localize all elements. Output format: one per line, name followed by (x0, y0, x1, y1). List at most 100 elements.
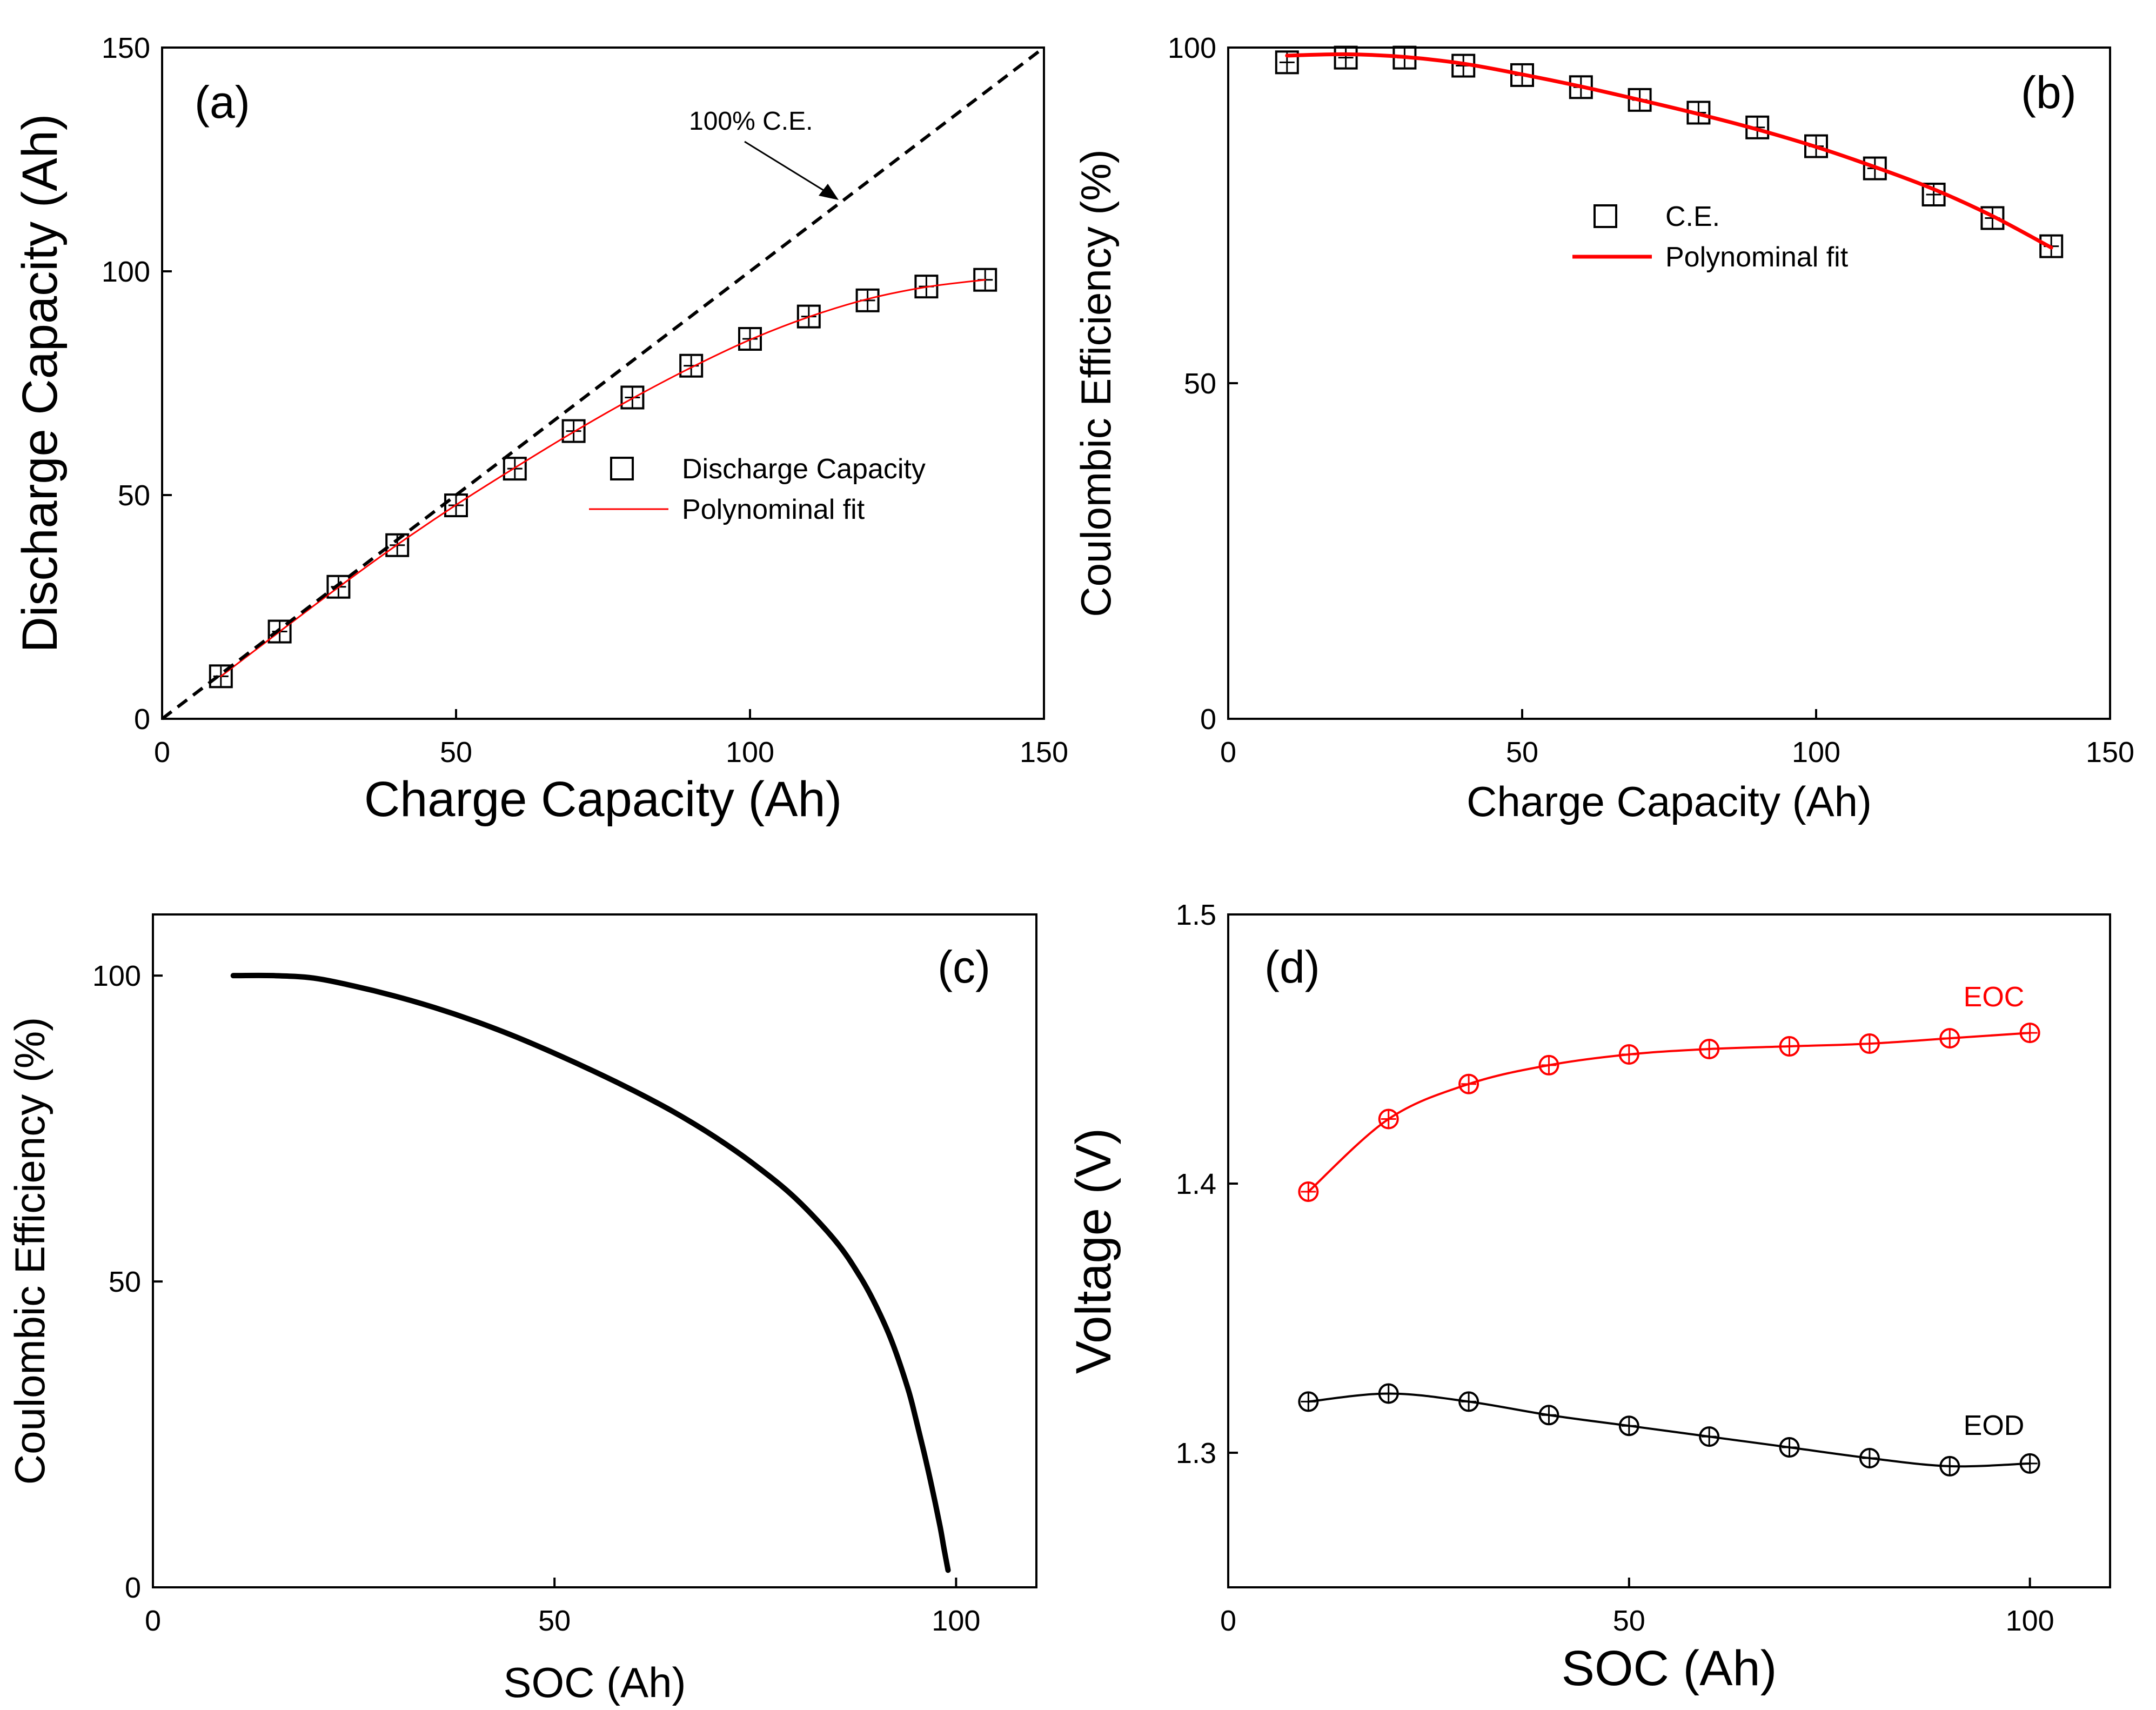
data-point (1275, 50, 1299, 75)
error-bar (1541, 1055, 1557, 1075)
data-point (2039, 234, 2064, 258)
series-connector-line (1308, 1032, 2030, 1193)
panel-a: 0 50 100 150 0 50 100 150 Charge Capacity (Ah) Di… (12, 32, 1068, 827)
error-bar (2022, 1023, 2038, 1043)
data-point (561, 419, 586, 443)
error-bar (1461, 1074, 1477, 1094)
series-label: EOD (1964, 1410, 2025, 1441)
data-point (1334, 45, 1358, 70)
data-point (209, 664, 233, 689)
legend-label: Polynominal fit (1665, 242, 1849, 273)
y-tick-label: 1.5 (1176, 899, 1216, 931)
error-bar (1782, 1438, 1797, 1458)
legend: C.E. Polynominal fit (1572, 201, 1849, 273)
error-bar (1381, 1384, 1396, 1404)
x-tick-label: 0 (1220, 1605, 1236, 1637)
x-tick-label: 150 (1020, 736, 1068, 769)
data-point (503, 457, 527, 481)
legend-label: Discharge Capacity (682, 453, 926, 485)
error-bar (1338, 48, 1354, 68)
data-point (973, 268, 997, 292)
y-tick-label: 50 (1184, 368, 1216, 400)
x-axis-label: SOC (Ah) (1562, 1641, 1777, 1696)
y-axis-label: Coulombic Efficiency (%) (1072, 149, 1120, 617)
plot-frame (161, 46, 1045, 720)
annotation-100-ce: 100% C.E. (689, 107, 813, 136)
panel-label: (c) (938, 941, 990, 992)
plot-frame (1227, 46, 2111, 720)
y-axis-label: Discharge Capacity (Ah) (12, 113, 68, 652)
error-bar (1942, 1028, 1958, 1048)
plot-frame (1227, 913, 2111, 1588)
x-tick-label: 50 (1613, 1605, 1645, 1637)
data-point (620, 385, 645, 410)
data-point (738, 327, 762, 351)
data-point (1628, 88, 1652, 112)
data-point (1804, 134, 1828, 158)
legend-label: Polynominal fit (682, 494, 865, 525)
y-axis-label: Coulombic Efficiency (%) (6, 1017, 53, 1485)
y-tick-label: 0 (134, 703, 150, 736)
error-bar (1702, 1427, 1717, 1447)
data-point (679, 353, 704, 378)
panel-d: 0 50 100 1.3 1.4 1.5 SOC (Ah) Voltage (V) (d) EOC… (1066, 899, 2111, 1696)
error-bar (1942, 1456, 1958, 1476)
y-tick-label: 150 (102, 32, 150, 64)
y-tick-label: 1.4 (1176, 1168, 1216, 1200)
y-tick-label: 50 (118, 479, 150, 512)
error-bar (1862, 1034, 1877, 1054)
x-tick-label: 50 (440, 736, 472, 769)
legend-marker-square (1593, 204, 1617, 228)
error-bar (1381, 1109, 1396, 1129)
reference-line-100-ce (161, 46, 1045, 720)
legend-marker-square (610, 457, 634, 480)
data-point (914, 275, 939, 299)
data-point (326, 575, 351, 599)
panel-b: 0 50 100 150 0 50 100 Charge Capacity (Ah) Coulo… (1072, 32, 2134, 825)
error-bar (1461, 1392, 1477, 1412)
series-line (220, 279, 986, 677)
y-tick-label: 0 (125, 1572, 141, 1604)
plot-frame (152, 913, 1037, 1588)
x-tick-label: 50 (1506, 736, 1538, 769)
series-connector-line (1308, 1392, 2030, 1468)
legend-label: C.E. (1665, 201, 1720, 232)
error-bar (1621, 1416, 1637, 1436)
error-bar (1541, 1405, 1557, 1425)
x-tick-label: 100 (1792, 736, 1840, 769)
y-tick-label: 1.3 (1176, 1437, 1216, 1469)
x-tick-label: 0 (1220, 736, 1236, 769)
x-tick-label: 50 (538, 1605, 571, 1637)
y-tick-label: 0 (1200, 703, 1216, 736)
y-tick-label: 100 (92, 960, 141, 992)
x-tick-label: 150 (2086, 736, 2134, 769)
panel-c: 0 50 100 0 50 100 SOC (Ah) Coulombic Efficiency… (6, 913, 1037, 1706)
x-tick-label: 0 (154, 736, 170, 769)
x-tick-label: 0 (145, 1605, 161, 1637)
error-bar (1621, 1044, 1637, 1064)
error-bar (1702, 1039, 1717, 1059)
data-point (1863, 156, 1887, 181)
error-bar (1862, 1448, 1877, 1468)
y-tick-label: 50 (109, 1266, 141, 1298)
data-point (385, 533, 410, 557)
x-tick-label: 100 (932, 1605, 980, 1637)
x-tick-label: 100 (726, 736, 774, 769)
data-point (267, 619, 292, 644)
panel-label: (b) (2021, 67, 2077, 118)
error-bar (1301, 1181, 1316, 1201)
legend: Discharge Capacity Polynominal fit (589, 453, 926, 525)
annotation-arrowhead (819, 184, 839, 200)
x-axis-label: SOC (Ah) (503, 1659, 686, 1706)
series-line (1285, 52, 2053, 250)
annotation-arrow-line (744, 141, 835, 198)
y-axis-label: Voltage (V) (1066, 1128, 1121, 1374)
error-bar (1782, 1037, 1797, 1057)
panel-label: (a) (195, 77, 250, 128)
error-bar (1301, 1392, 1316, 1412)
y-tick-label: 100 (1168, 32, 1216, 64)
panel-label: (d) (1264, 941, 1320, 992)
data-point (1980, 206, 2005, 230)
data-point (796, 304, 821, 329)
